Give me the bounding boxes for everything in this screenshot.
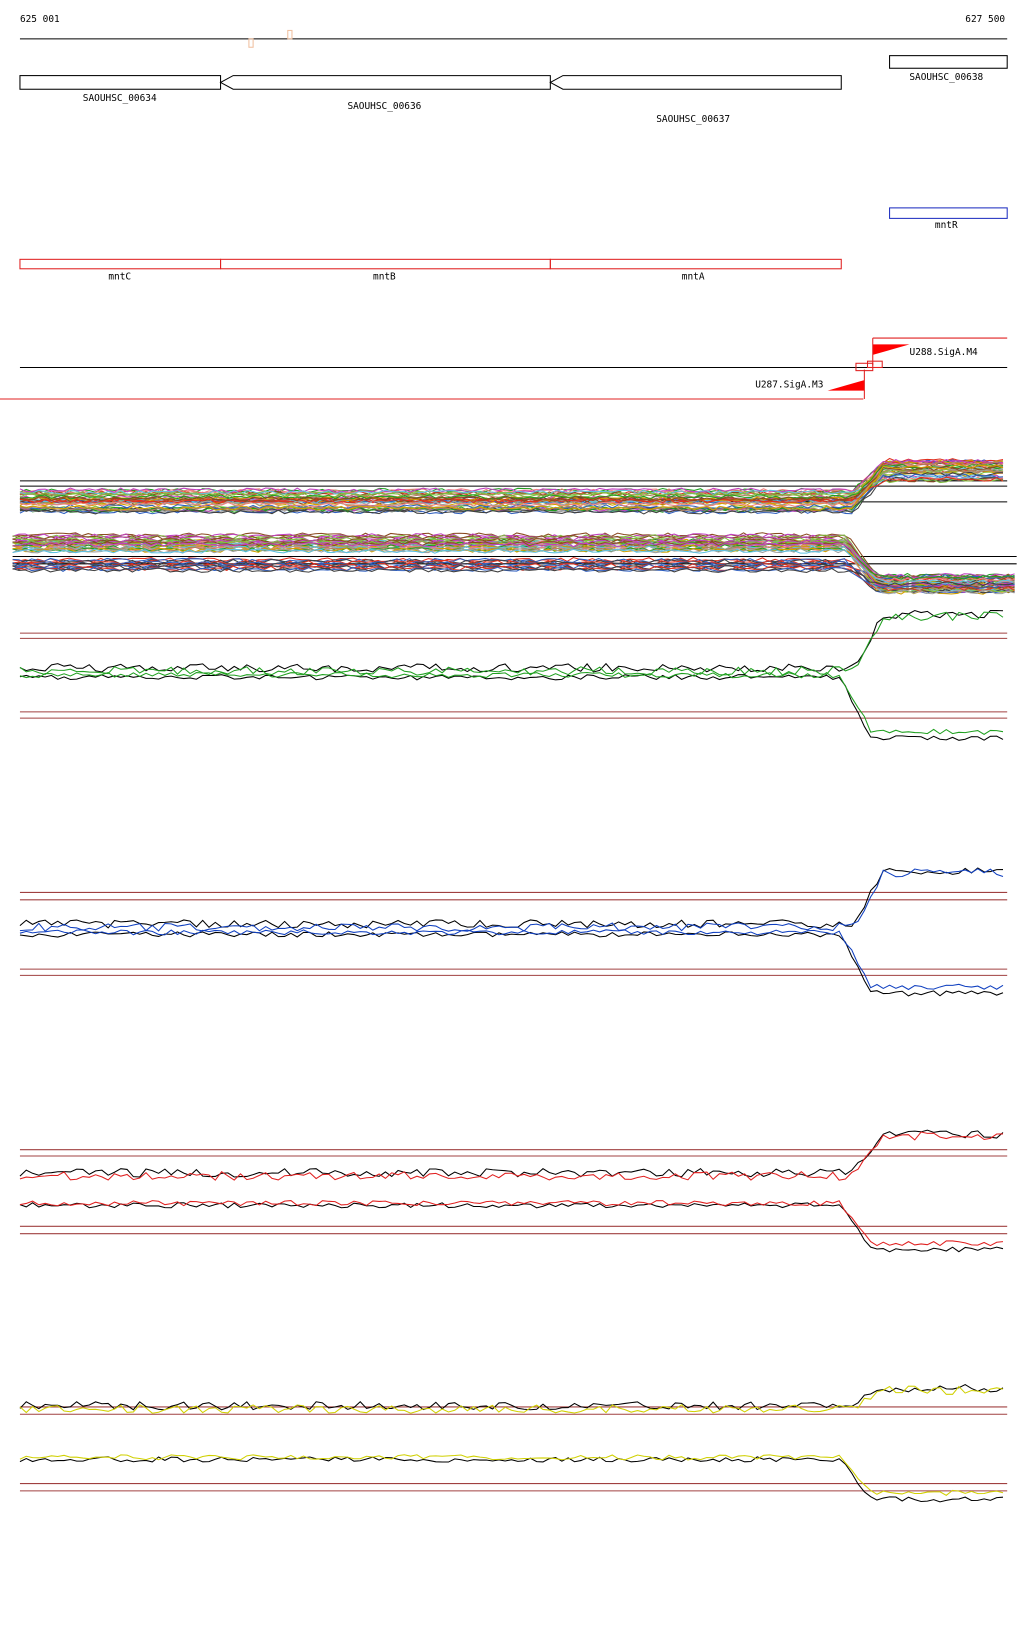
- trace: [19, 462, 1004, 507]
- operon-box: [549, 258, 842, 270]
- trace: [19, 1456, 1004, 1503]
- gene-arrow: [219, 75, 551, 90]
- marker: [287, 29, 293, 40]
- trace: [19, 929, 1004, 991]
- trace: [12, 541, 1015, 588]
- trace: [12, 538, 1015, 581]
- trace: [19, 1383, 1004, 1411]
- trace: [19, 1385, 1004, 1414]
- ruler-end: 627 500: [965, 14, 1005, 25]
- operon-box: [220, 258, 551, 270]
- trace: [12, 536, 1015, 586]
- trace: [19, 868, 1004, 932]
- trace: [19, 458, 1004, 493]
- ruler: 625 001 627 500: [19, 14, 1008, 48]
- trace: [19, 465, 1004, 502]
- trace: [19, 1202, 1004, 1253]
- trace: [19, 671, 1004, 735]
- gene-box: [19, 75, 222, 90]
- trace: [19, 609, 1004, 673]
- expression-traces: [12, 457, 1017, 1503]
- trace: [12, 548, 1015, 585]
- trace: [19, 464, 1004, 511]
- trace: [19, 459, 1004, 493]
- regulator-box: [889, 207, 1008, 219]
- marker: [248, 38, 254, 48]
- operon-label: mntB: [373, 271, 396, 282]
- trace: [19, 1129, 1004, 1178]
- trace: [12, 566, 1015, 589]
- trace: [19, 468, 1004, 499]
- gene-label: SAOUHSC_00636: [347, 101, 421, 112]
- operon-box: [19, 258, 222, 270]
- ruler-start: 625 001: [20, 14, 60, 25]
- trace: [12, 533, 1015, 593]
- regulator-label: mntR: [935, 220, 958, 231]
- promoter-label: U287.SigA.M3: [755, 379, 823, 390]
- gene-label: SAOUHSC_00637: [656, 114, 730, 125]
- trace: [12, 541, 1015, 591]
- trace: [19, 611, 1004, 676]
- trace: [19, 465, 1004, 506]
- gene-label: SAOUHSC_00638: [909, 72, 983, 83]
- trace: [19, 1200, 1004, 1247]
- operon-label: mntC: [108, 271, 131, 282]
- operon-label: mntA: [682, 271, 705, 282]
- trace: [19, 473, 1004, 510]
- trace: [19, 1131, 1004, 1181]
- trace: [12, 560, 1015, 587]
- gene-label: SAOUHSC_00634: [83, 93, 157, 104]
- trace: [19, 931, 1004, 997]
- trace: [12, 557, 1015, 594]
- trace: [19, 1454, 1004, 1496]
- trace: [19, 867, 1004, 929]
- trace: [12, 567, 1015, 587]
- promoter-track: [0, 337, 1008, 400]
- trace: [19, 674, 1004, 741]
- genes: [19, 55, 1008, 270]
- gene-box: [889, 55, 1008, 69]
- promoter-label: U288.SigA.M4: [910, 347, 979, 358]
- trace: [19, 476, 1004, 494]
- trace: [12, 563, 1015, 580]
- trace: [19, 476, 1004, 515]
- gene-arrow: [549, 75, 842, 90]
- trace: [19, 459, 1004, 515]
